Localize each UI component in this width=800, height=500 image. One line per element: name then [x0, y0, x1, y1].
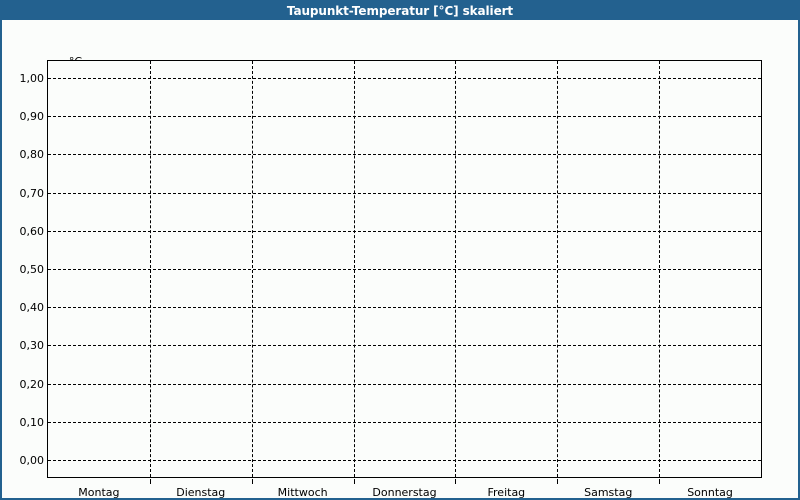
y-axis-tick-label: 0,20 — [19, 377, 45, 391]
gridline-vertical — [557, 61, 558, 477]
gridline-horizontal — [48, 269, 761, 270]
x-axis-weekday: Dienstag — [176, 486, 226, 499]
gridline-horizontal — [48, 345, 761, 347]
gridline-vertical — [252, 61, 253, 477]
x-axis-tick-label: Sonntag23.11.25 — [650, 486, 770, 499]
x-axis-tick-label: Mittwoch19.11.25 — [243, 486, 363, 499]
y-axis-tick-label: 0,50 — [19, 263, 45, 276]
gridline-vertical — [455, 61, 456, 477]
gridline-horizontal — [48, 116, 761, 118]
gridline-horizontal — [48, 383, 761, 385]
x-axis-tick-label: Donnerstag20.11.25 — [345, 486, 465, 499]
chart-area: °C 1,000,900,800,700,600,500,400,300,200… — [2, 20, 798, 498]
x-axis-weekday: Montag — [78, 486, 120, 499]
y-axis-tick-label: 0,10 — [19, 415, 45, 429]
x-axis-tick-label: Samstag22.11.25 — [548, 486, 668, 499]
y-axis-tick-label: 0,60 — [19, 224, 45, 238]
y-axis-tick-label: 0,40 — [19, 301, 45, 315]
gridline-vertical — [659, 61, 660, 477]
x-axis-weekday: Freitag — [487, 486, 526, 499]
x-axis-tick-label: Montag17.11.25 — [39, 486, 159, 499]
y-axis-tick-label: 0,90 — [19, 110, 45, 124]
gridline-horizontal — [48, 460, 761, 461]
plot-area — [47, 60, 762, 478]
x-axis-tick-label: Dienstag18.11.25 — [141, 486, 261, 499]
y-axis-tick-label: 0,70 — [19, 186, 45, 200]
gridline-horizontal — [48, 192, 761, 194]
y-axis-tick-label: 0,00 — [19, 454, 45, 467]
x-axis-tick-mark — [252, 479, 253, 484]
x-axis-weekday: Samstag — [584, 486, 633, 499]
x-axis-tick-mark — [455, 479, 456, 484]
y-axis-tick-label: 1,00 — [19, 72, 45, 85]
x-axis-tick-mark — [354, 479, 355, 484]
gridline-horizontal — [48, 78, 761, 79]
x-axis-weekday: Mittwoch — [277, 486, 328, 499]
x-axis-tick-mark — [659, 479, 660, 484]
plot-grid — [48, 61, 761, 477]
x-axis-tick-mark — [557, 479, 558, 484]
gridline-vertical — [150, 61, 151, 477]
gridline-vertical — [354, 61, 355, 477]
x-axis-weekday: Sonntag — [687, 486, 733, 499]
x-axis-tick-label: Freitag21.11.25 — [446, 486, 566, 499]
gridline-horizontal — [48, 154, 761, 156]
gridline-horizontal — [48, 230, 761, 232]
y-axis-tick-label: 0,30 — [19, 339, 45, 353]
window-title: Taupunkt-Temperatur [°C] skaliert — [2, 2, 798, 20]
gridline-horizontal — [48, 307, 761, 309]
y-axis-tick-label: 0,80 — [19, 148, 45, 162]
gridline-horizontal — [48, 421, 761, 423]
x-axis-tick-mark — [150, 479, 151, 484]
x-axis-weekday: Donnerstag — [372, 486, 437, 499]
